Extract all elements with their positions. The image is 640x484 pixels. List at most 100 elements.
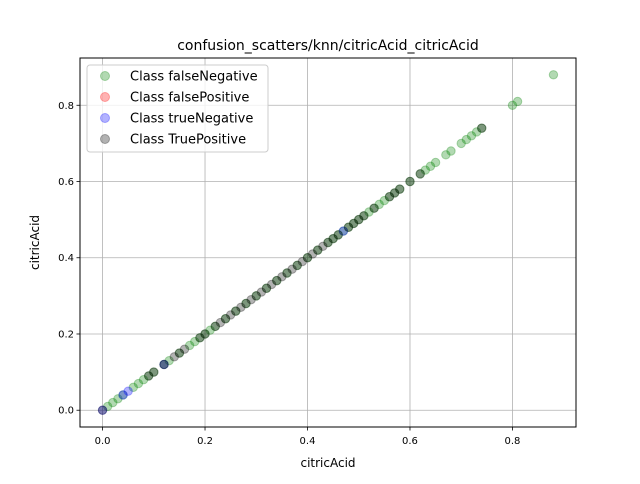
data-point: [236, 302, 246, 313]
data-point: [149, 367, 159, 377]
data-point: [477, 123, 487, 133]
data-point: [195, 333, 205, 343]
data-point: [282, 268, 292, 278]
data-point: [323, 237, 333, 248]
data-point: [149, 367, 159, 377]
y-tick-label: 0.4: [58, 253, 74, 264]
data-point: [548, 70, 559, 80]
data-point: [133, 378, 144, 389]
data-point: [200, 329, 210, 339]
data-point: [384, 192, 395, 202]
data-point: [323, 237, 333, 248]
x-tick-label: 0.6: [402, 436, 418, 447]
legend-label: Class falseNegative: [130, 70, 258, 85]
data-point: [210, 321, 220, 332]
data-point: [374, 199, 384, 210]
data-point: [395, 184, 405, 194]
legend-marker: [100, 134, 110, 144]
data-point: [241, 298, 251, 309]
x-tick-label: 0.0: [95, 436, 111, 447]
series-3: [97, 123, 487, 415]
x-tick-label: 0.2: [197, 436, 213, 447]
data-point: [190, 336, 200, 347]
data-point: [384, 192, 395, 202]
data-point: [108, 397, 118, 408]
data-point: [369, 203, 379, 213]
data-point: [184, 340, 195, 351]
data-point: [313, 245, 323, 255]
data-point: [261, 283, 272, 293]
data-point: [174, 348, 185, 358]
data-point: [123, 386, 133, 396]
x-axis-ticks: 0.0 0.2 0.4 0.6 0.8: [95, 427, 521, 447]
data-point: [97, 405, 108, 415]
data-point: [113, 394, 123, 404]
data-point: [205, 325, 215, 335]
data-point: [159, 359, 169, 370]
data-point: [446, 146, 456, 156]
data-point: [220, 314, 231, 324]
data-point: [179, 344, 190, 354]
data-point: [159, 359, 169, 370]
data-point: [333, 230, 343, 240]
data-point: [287, 264, 297, 274]
data-point: [261, 283, 272, 293]
data-point: [348, 218, 359, 229]
data-point: [302, 253, 313, 263]
data-point: [348, 218, 359, 229]
data-point: [415, 169, 425, 179]
legend-label: Class falsePositive: [130, 91, 249, 106]
data-point: [441, 150, 451, 160]
data-point: [225, 310, 236, 320]
data-point: [512, 96, 523, 107]
data-point: [461, 134, 472, 145]
x-tick-label: 0.8: [505, 436, 521, 447]
series-0: [102, 70, 559, 412]
data-point: [251, 291, 261, 301]
data-point: [420, 165, 431, 175]
data-point: [241, 298, 251, 309]
data-point: [143, 371, 154, 381]
y-tick-label: 0.6: [58, 177, 74, 188]
data-point: [359, 211, 369, 221]
data-point: [200, 329, 210, 339]
data-point: [138, 375, 149, 385]
data-point: [97, 405, 108, 415]
data-point: [338, 226, 349, 236]
data-point: [292, 260, 302, 271]
y-axis-label: citricAcid: [28, 215, 42, 270]
legend-box: [86, 64, 269, 153]
data-point: [415, 169, 425, 179]
data-point: [164, 355, 174, 366]
data-point: [128, 382, 138, 393]
data-point: [507, 100, 518, 110]
data-point: [277, 272, 287, 282]
data-point: [118, 390, 128, 400]
legend: Class falseNegative Class falsePositive Cl…: [86, 64, 269, 153]
y-tick-label: 0.0: [58, 406, 74, 417]
grid: [80, 58, 576, 427]
x-tick-label: 0.4: [300, 436, 316, 447]
data-point: [302, 253, 313, 263]
data-point: [354, 214, 364, 225]
data-point: [364, 207, 374, 217]
data-point: [405, 176, 415, 187]
data-point: [272, 275, 282, 286]
data-point: [389, 188, 400, 198]
data-point: [220, 314, 231, 324]
data-point: [215, 317, 226, 328]
data-point: [297, 256, 308, 267]
y-tick-label: 0.8: [58, 101, 74, 112]
legend-marker: [100, 71, 110, 81]
data-point: [266, 279, 277, 290]
data-point: [328, 233, 338, 244]
data-point: [466, 131, 477, 141]
data-point: [272, 275, 282, 286]
data-point: [256, 287, 267, 297]
data-point: [282, 268, 292, 278]
data-point: [159, 359, 169, 370]
data-point: [118, 390, 128, 400]
y-tick-label: 0.2: [58, 329, 74, 340]
data-point: [246, 294, 256, 305]
